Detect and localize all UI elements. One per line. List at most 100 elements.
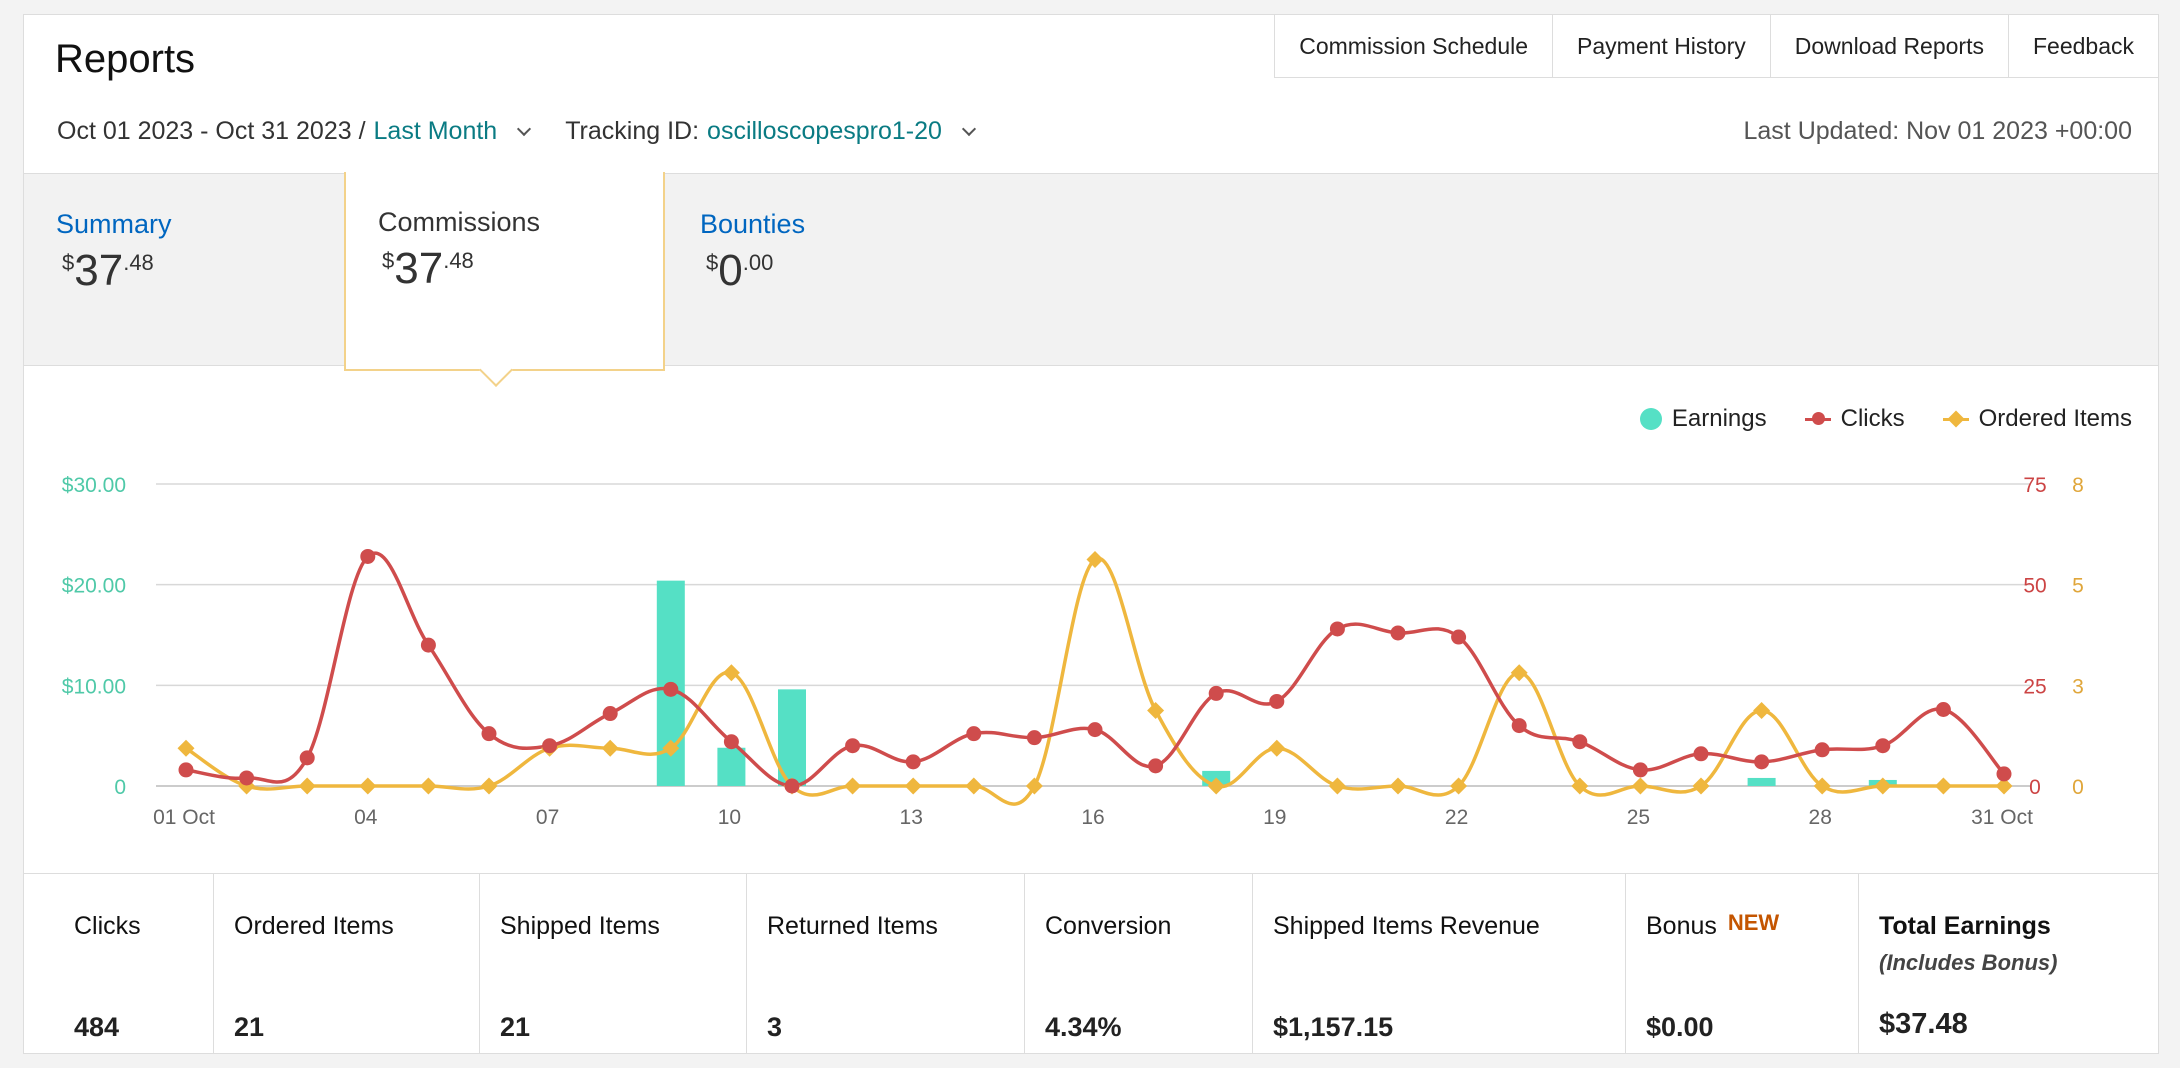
stat-clicks: Clicks 484 [24, 874, 214, 1053]
ordered-items-point [359, 777, 377, 795]
reports-panel: Reports Commission Schedule Payment Hist… [23, 14, 2159, 1054]
ordered-items-point [1389, 777, 1407, 795]
ordered-items-point [1328, 777, 1346, 795]
stat-label: Returned Items [767, 912, 938, 940]
ordered-items-point [1813, 777, 1831, 795]
legend-label: Ordered Items [1978, 405, 2132, 432]
clicks-point [1632, 762, 1648, 778]
clicks-point [1329, 621, 1345, 637]
ordered-items-point [1086, 551, 1104, 568]
ordered-items-point [1874, 777, 1892, 795]
filter-row: Oct 01 2023 - Oct 31 2023 / Last Month T… [57, 117, 988, 146]
legend-earnings[interactable]: Earnings [1639, 405, 1767, 433]
top-links: Commission Schedule Payment History Down… [1274, 15, 2158, 78]
clicks-point [1693, 746, 1709, 762]
stat-sub: (Includes Bonus) [1879, 950, 2058, 975]
ordered-items-point [1268, 739, 1286, 757]
clicks-point [602, 706, 618, 722]
stat-value: 21 [500, 1012, 531, 1042]
page-title: Reports [55, 37, 196, 81]
currency-symbol: $ [382, 248, 395, 273]
stat-ordered-items: Ordered Items 21 [214, 874, 480, 1053]
ordered-axis-label: 0 [2072, 776, 2084, 799]
legend-clicks[interactable]: Clicks [1804, 405, 1905, 433]
stat-value: $1,157.15 [1273, 1012, 1394, 1042]
clicks-axis-label: 75 [2023, 474, 2046, 497]
currency-symbol: $ [62, 250, 75, 275]
payment-history-link[interactable]: Payment History [1552, 15, 1771, 78]
x-tick-label: 31 Oct [1971, 806, 2033, 829]
x-tick-label: 07 [536, 806, 559, 829]
clicks-point [784, 778, 800, 794]
chevron-down-icon[interactable] [961, 121, 976, 136]
ordered-items-point [844, 777, 862, 795]
commission-schedule-link[interactable]: Commission Schedule [1274, 15, 1554, 78]
tracking-id-dropdown[interactable]: oscilloscopespro1-20 [707, 117, 942, 145]
ordered-items-point [177, 739, 195, 757]
commissions-amount: $37.48 [382, 244, 474, 294]
bonus-label: Bonus [1646, 912, 1717, 940]
earnings-chart: 0 0 0 $10.00 25 3 $20.00 50 5 $30.00 75 8 01 Oct 04 07… [24, 367, 2158, 875]
tab-bounties[interactable]: Bounties $0.00 [668, 174, 988, 365]
ordered-items-point [1692, 777, 1710, 795]
amount-integer: 37 [394, 244, 444, 293]
clicks-point [1148, 758, 1164, 774]
ordered-items-line [185, 556, 2004, 806]
stat-shipped-items: Shipped Items 21 [480, 874, 747, 1053]
clicks-point [1754, 754, 1770, 770]
tab-summary[interactable]: Summary $37.48 [24, 174, 344, 365]
clicks-point [239, 770, 255, 786]
tab-commissions[interactable]: Commissions $37.48 [344, 172, 665, 387]
ordered-axis-label: 5 [2072, 575, 2084, 598]
ordered-items-point [1631, 777, 1649, 795]
stat-conversion: Conversion 4.34% [1025, 874, 1253, 1053]
tab-summary-label[interactable]: Summary [56, 209, 172, 239]
clicks-point [845, 738, 861, 754]
stat-label: Ordered Items [234, 912, 394, 940]
stat-total-earnings: Total Earnings (Includes Bonus) $37.48 [1859, 874, 2158, 1053]
ordered-items-point [965, 777, 983, 795]
last-updated: Last Updated: Nov 01 2023 +00:00 [1743, 117, 2133, 145]
x-tick-label: 10 [718, 806, 741, 829]
stat-value: $37.48 [1879, 1008, 1968, 1040]
range-preset-dropdown[interactable]: Last Month [373, 117, 498, 145]
left-axis-label: $20.00 [62, 575, 126, 598]
x-tick-label: 22 [1445, 806, 1468, 829]
tab-bounties-label[interactable]: Bounties [700, 209, 806, 239]
amount-decimal: .00 [742, 250, 774, 275]
ordered-items-point [1025, 777, 1043, 795]
feedback-link[interactable]: Feedback [2007, 15, 2158, 78]
stat-value: 3 [767, 1012, 783, 1042]
stat-value: $0.00 [1646, 1012, 1714, 1042]
stat-value: 4.34% [1045, 1012, 1122, 1042]
chevron-down-icon[interactable] [517, 121, 532, 136]
currency-symbol: $ [706, 250, 719, 275]
x-tick-label: 28 [1809, 806, 1832, 829]
download-reports-link[interactable]: Download Reports [1769, 15, 2009, 78]
ordered-items-point [1147, 702, 1165, 719]
clicks-axis-label: 25 [2023, 675, 2046, 698]
stat-shipped-revenue: Shipped Items Revenue $1,157.15 [1253, 874, 1626, 1053]
ordered-items-point [1450, 777, 1468, 795]
left-axis-label: $10.00 [62, 675, 126, 698]
ordered-items-point [419, 777, 437, 795]
ordered-items-point [601, 739, 619, 757]
stat-label: Conversion [1045, 912, 1172, 940]
clicks-point [299, 750, 315, 766]
clicks-point [420, 637, 436, 653]
new-badge: NEW [1727, 910, 1780, 935]
legend-label: Clicks [1840, 405, 1905, 432]
x-tick-label: 13 [900, 806, 923, 829]
tracking-label: Tracking ID: [565, 117, 700, 145]
x-tick-label: 25 [1627, 806, 1650, 829]
clicks-point [542, 738, 558, 754]
earnings-bar [1747, 777, 1776, 786]
clicks-point [905, 754, 921, 770]
left-axis-label: 0 [114, 776, 126, 799]
stat-value: 21 [234, 1012, 265, 1042]
clicks-point [1026, 730, 1042, 746]
clicks-point [1269, 693, 1285, 709]
legend-ordered-items[interactable]: Ordered Items [1942, 405, 2132, 433]
bounties-amount: $0.00 [706, 246, 773, 296]
ordered-swatch [1942, 410, 1969, 427]
